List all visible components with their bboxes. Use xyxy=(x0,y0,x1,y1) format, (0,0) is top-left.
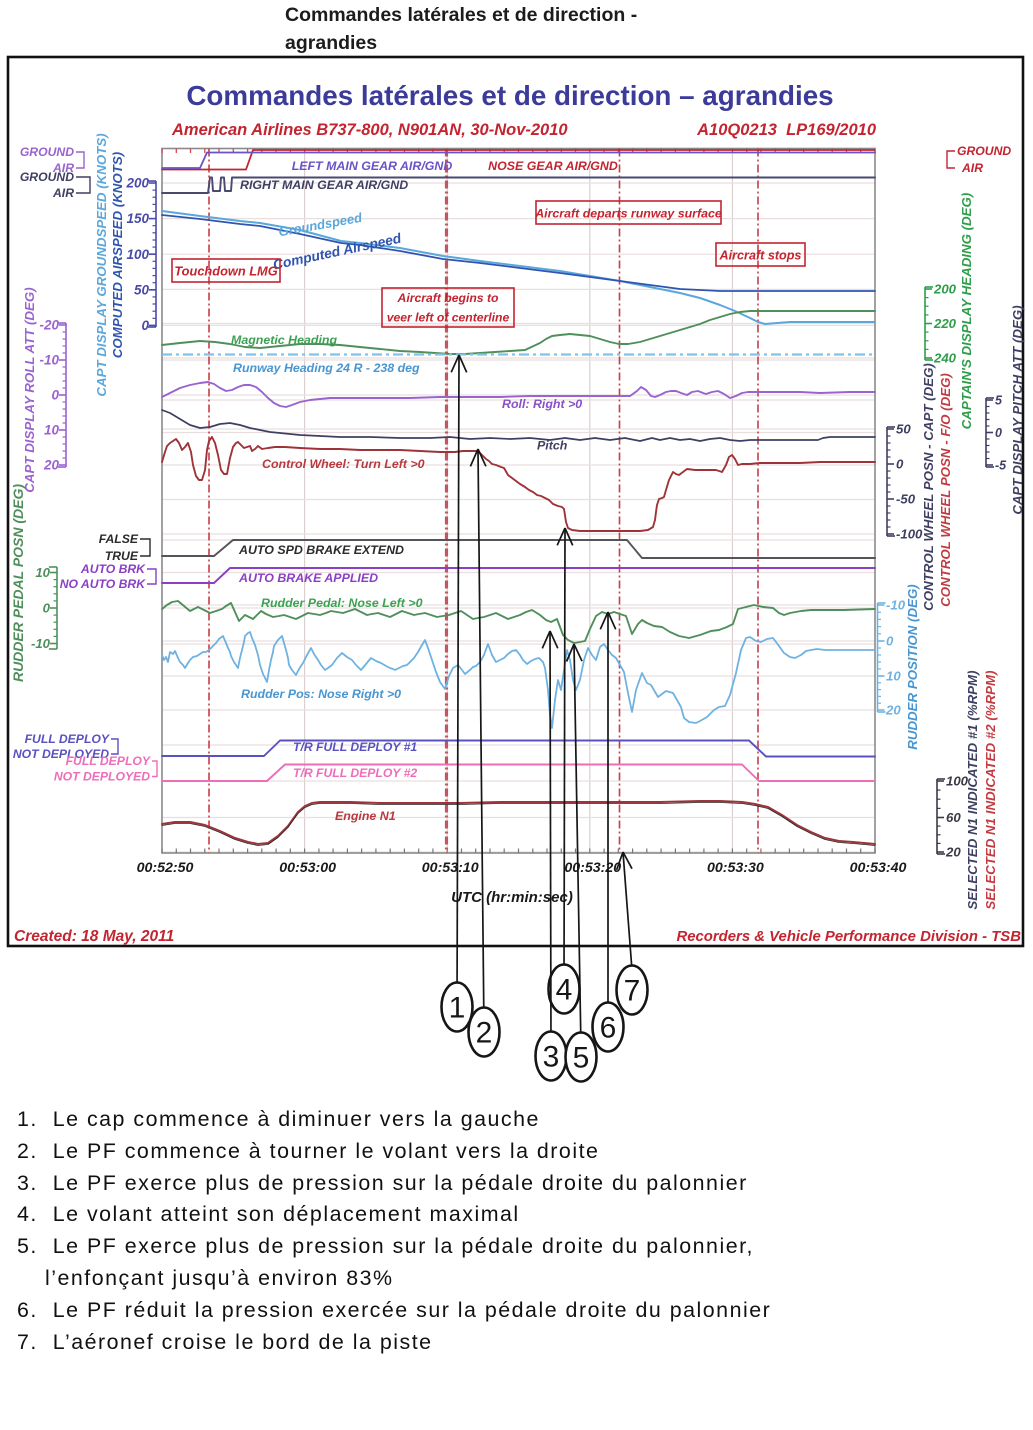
svg-text:00:53:00: 00:53:00 xyxy=(279,860,336,876)
svg-text:Magnetic Heading: Magnetic Heading xyxy=(231,333,337,347)
svg-text:7: 7 xyxy=(624,975,641,1008)
svg-text:0: 0 xyxy=(43,600,51,615)
svg-text:Control Wheel: Turn Left >0: Control Wheel: Turn Left >0 xyxy=(262,457,425,471)
svg-text:CONTROL WHEEL POSN - F/O (DEG): CONTROL WHEEL POSN - F/O (DEG) xyxy=(938,373,953,607)
svg-text:Aircraft begins to: Aircraft begins to xyxy=(397,291,499,305)
svg-text:T/R FULL DEPLOY #2: T/R FULL DEPLOY #2 xyxy=(293,766,417,780)
svg-text:00:53:30: 00:53:30 xyxy=(707,860,764,876)
svg-text:3: 3 xyxy=(543,1041,560,1074)
svg-text:-10: -10 xyxy=(886,597,906,612)
svg-text:Roll: Right >0: Roll: Right >0 xyxy=(502,397,582,411)
svg-text:Touchdown LMG: Touchdown LMG xyxy=(174,264,277,279)
svg-text:0: 0 xyxy=(141,318,149,333)
svg-text:GROUND: GROUND xyxy=(20,170,74,184)
svg-text:150: 150 xyxy=(126,211,149,226)
svg-text:CAPT DISPLAY ROLL ATT (DEG): CAPT DISPLAY ROLL ATT (DEG) xyxy=(22,287,37,493)
svg-text:Runway Heading 24 R - 238 deg: Runway Heading 24 R - 238 deg xyxy=(233,361,420,375)
svg-text:Recorders & Vehicle Performanc: Recorders & Vehicle Performance Division… xyxy=(676,929,1021,945)
svg-text:-10: -10 xyxy=(31,636,51,651)
svg-text:AIR: AIR xyxy=(52,186,74,200)
svg-text:CONTROL WHEEL POSN - CAPT (DEG: CONTROL WHEEL POSN - CAPT (DEG) xyxy=(921,363,936,611)
svg-text:Commandes latérales et de dire: Commandes latérales et de direction – ag… xyxy=(186,80,833,111)
svg-text:Rudder Pos: Nose Right >0: Rudder Pos: Nose Right >0 xyxy=(241,687,401,701)
svg-text:10: 10 xyxy=(886,668,901,683)
svg-text:NOSE GEAR AIR/GND: NOSE GEAR AIR/GND xyxy=(488,159,618,173)
svg-text:Rudder Pedal: Nose Left >0: Rudder Pedal: Nose Left >0 xyxy=(261,596,423,610)
svg-text:-100: -100 xyxy=(896,526,923,541)
svg-text:200: 200 xyxy=(125,176,149,191)
svg-text:-20: -20 xyxy=(39,318,59,333)
svg-text:Pitch: Pitch xyxy=(537,439,568,453)
svg-text:100: 100 xyxy=(946,773,969,788)
svg-text:American Airlines B737-800, N9: American Airlines B737-800, N901AN, 30-N… xyxy=(171,121,568,139)
svg-text:TRUE: TRUE xyxy=(105,549,139,563)
svg-text:LEFT MAIN GEAR AIR/GND: LEFT MAIN GEAR AIR/GND xyxy=(292,159,453,173)
svg-text:50: 50 xyxy=(896,421,911,436)
svg-text:20: 20 xyxy=(945,844,961,859)
svg-text:GROUND: GROUND xyxy=(20,145,74,159)
svg-text:RUDDER PEDAL POSN (DEG): RUDDER PEDAL POSN (DEG) xyxy=(10,484,26,682)
svg-text:NOT DEPLOYED: NOT DEPLOYED xyxy=(54,770,150,784)
svg-text:00:52:50: 00:52:50 xyxy=(137,860,194,876)
svg-text:veer left of centerline: veer left of centerline xyxy=(387,311,510,325)
svg-text:SELECTED N1 INDICATED #1 (%RPM: SELECTED N1 INDICATED #1 (%RPM) xyxy=(965,670,980,910)
svg-text:0: 0 xyxy=(896,456,904,471)
svg-text:0: 0 xyxy=(995,426,1002,440)
svg-text:FALSE: FALSE xyxy=(99,532,139,546)
svg-text:AIR: AIR xyxy=(52,161,74,175)
svg-text:RIGHT MAIN GEAR AIR/GND: RIGHT MAIN GEAR AIR/GND xyxy=(240,178,408,192)
svg-text:00:53:10: 00:53:10 xyxy=(422,860,479,876)
svg-text:SELECTED N1 INDICATED #2 (%RPM: SELECTED N1 INDICATED #2 (%RPM) xyxy=(983,670,998,910)
svg-text:CAPT DISPLAY GROUNDSPEED (KNOT: CAPT DISPLAY GROUNDSPEED (KNOTS) xyxy=(94,133,109,397)
svg-text:A10Q0213 LP169/2010: A10Q0213 LP169/2010 xyxy=(696,121,877,139)
svg-text:Aircraft stops: Aircraft stops xyxy=(719,249,802,263)
svg-text:0: 0 xyxy=(886,633,894,648)
svg-text:5: 5 xyxy=(995,393,1003,407)
svg-text:NO AUTO BRK: NO AUTO BRK xyxy=(60,577,147,591)
svg-text:5: 5 xyxy=(573,1042,590,1075)
svg-text:AUTO SPD BRAKE EXTEND: AUTO SPD BRAKE EXTEND xyxy=(238,543,404,557)
svg-text:50: 50 xyxy=(134,282,150,297)
svg-text:4: 4 xyxy=(556,974,573,1007)
svg-text:60: 60 xyxy=(946,810,961,825)
svg-text:220: 220 xyxy=(933,316,957,331)
svg-text:CAPT DISPLAY PITCH ATT (DEG): CAPT DISPLAY PITCH ATT (DEG) xyxy=(1010,305,1025,515)
svg-text:1: 1 xyxy=(449,992,466,1025)
svg-text:UTC (hr:min:sec): UTC (hr:min:sec) xyxy=(451,889,573,906)
svg-text:Aircraft departs runway surfac: Aircraft departs runway surface xyxy=(534,207,722,221)
svg-text:00:53:40: 00:53:40 xyxy=(850,860,907,876)
svg-text:CAPTAIN'S DISPLAY HEADING (DEG: CAPTAIN'S DISPLAY HEADING (DEG) xyxy=(959,192,974,429)
svg-text:0: 0 xyxy=(51,388,59,403)
svg-text:NOT DEPLOYED: NOT DEPLOYED xyxy=(13,747,109,761)
svg-text:10: 10 xyxy=(44,423,60,438)
svg-text:200: 200 xyxy=(933,281,957,296)
svg-text:FULL DEPLOY: FULL DEPLOY xyxy=(66,754,152,768)
svg-text:2: 2 xyxy=(476,1017,493,1050)
svg-text:-50: -50 xyxy=(896,491,916,506)
svg-text:20: 20 xyxy=(885,702,901,717)
svg-text:AUTO BRK: AUTO BRK xyxy=(80,562,146,576)
svg-text:Engine N1: Engine N1 xyxy=(335,809,396,823)
svg-text:6: 6 xyxy=(600,1012,617,1045)
svg-text:240: 240 xyxy=(933,350,957,365)
svg-text:AUTO BRAKE APPLIED: AUTO BRAKE APPLIED xyxy=(238,571,378,585)
svg-text:100: 100 xyxy=(126,247,149,262)
svg-text:RUDDER POSITION (DEG): RUDDER POSITION (DEG) xyxy=(905,584,920,750)
svg-text:AIR: AIR xyxy=(961,161,983,175)
svg-text:10: 10 xyxy=(35,565,50,580)
svg-text:FULL DEPLOY: FULL DEPLOY xyxy=(25,732,111,746)
svg-text:GROUND: GROUND xyxy=(957,144,1011,158)
svg-text:-10: -10 xyxy=(39,353,59,368)
svg-text:20: 20 xyxy=(43,458,60,473)
svg-text:T/R FULL DEPLOY #1: T/R FULL DEPLOY #1 xyxy=(293,740,417,754)
svg-text:COMPUTED AIRSPEED (KNOTS): COMPUTED AIRSPEED (KNOTS) xyxy=(110,151,125,358)
svg-text:-5: -5 xyxy=(995,458,1007,472)
svg-text:Created: 18 May, 2011: Created: 18 May, 2011 xyxy=(14,928,174,945)
svg-text:00:53:20: 00:53:20 xyxy=(564,860,621,876)
